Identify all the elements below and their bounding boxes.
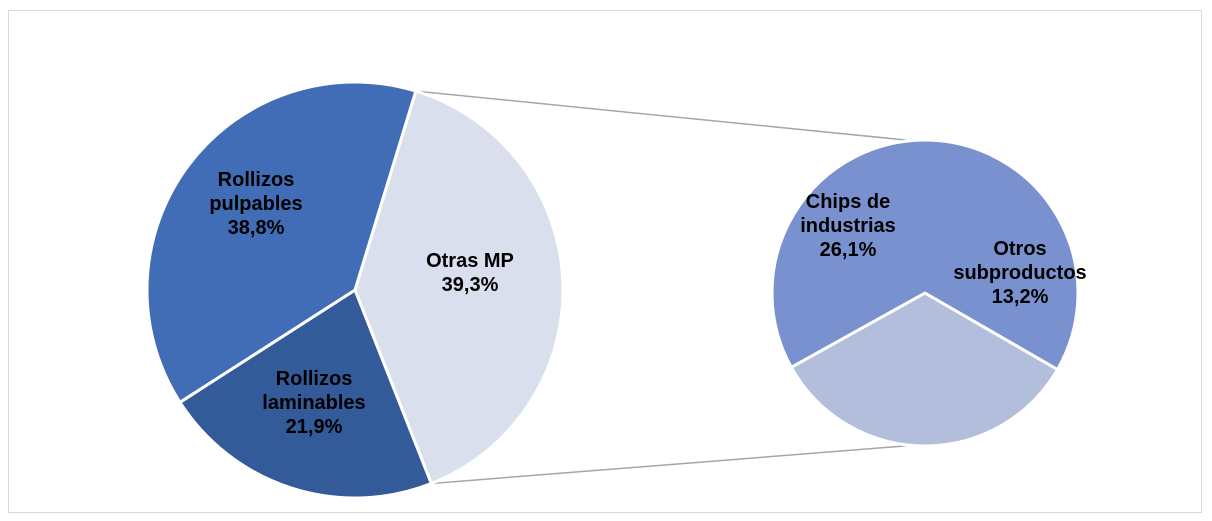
connector-line-top xyxy=(415,90,912,142)
connector-line-bottom xyxy=(431,444,912,485)
secondary-data-label-chips-de-industrias: Chips de industrias 26,1% xyxy=(800,191,896,261)
main-data-label-otras-mp: Otras MP 39,3% xyxy=(426,250,514,296)
main-data-label-rollizos-pulpables: Rollizos pulpables 38,8% xyxy=(209,169,302,239)
main-data-label-rollizos-laminables: Rollizos laminables 21,9% xyxy=(262,368,365,438)
secondary-data-label-otros-subproductos: Otros subproductos 13,2% xyxy=(953,238,1086,308)
main-slice-rollizos-laminables xyxy=(178,288,433,500)
secondary-pie xyxy=(770,138,1080,448)
main-slice-rollizos-pulpables xyxy=(145,80,418,404)
main-pie xyxy=(145,80,565,500)
main-slice-otras-mp xyxy=(353,89,565,485)
secondary-slice-chips-de-industrias xyxy=(770,138,1080,371)
